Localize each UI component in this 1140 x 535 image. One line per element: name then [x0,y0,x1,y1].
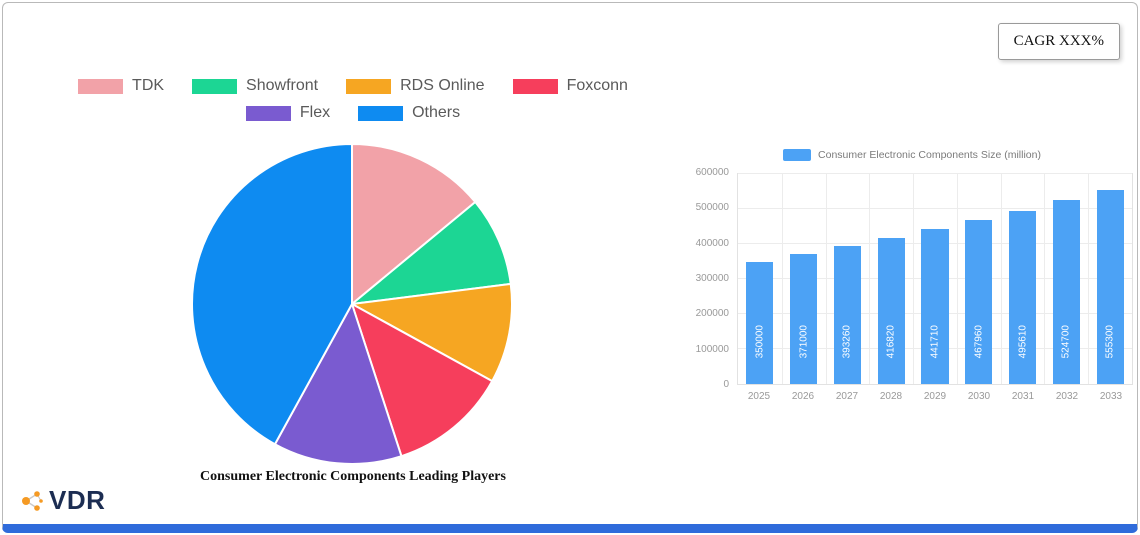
logo-icon [22,490,43,511]
pie-legend: TDK Showfront RDS Online Foxconn Flex Others [63,77,643,122]
bar-legend-item[interactable]: Consumer Electronic Components Size (mil… [691,146,1133,164]
bar-2030[interactable]: 467960 [965,220,993,384]
bar-2031[interactable]: 495610 [1009,210,1037,384]
legend-label: TDK [132,77,165,94]
bar-value-label: 467960 [973,324,985,358]
y-tick-label: 500000 [695,202,729,214]
bar-value-label: 416820 [885,324,897,358]
bar-slot-2030: 467960 [957,174,1001,384]
bar-2032[interactable]: 524700 [1052,200,1080,384]
logo-text: VDR [49,485,106,515]
bar-slot-2033: 555300 [1088,174,1132,384]
bar-legend-label: Consumer Electronic Components Size (mil… [818,149,1041,161]
legend-label: Showfront [246,77,319,94]
pie-chart-wrap [188,140,516,468]
x-tick-label: 2030 [967,391,991,402]
legend-item-flex[interactable]: Flex [245,104,331,122]
legend-label: RDS Online [400,77,485,94]
pie-slice-rds-online[interactable] [351,282,514,383]
bar-value-label: 441710 [929,324,941,358]
x-tick-label: 2029 [923,391,947,402]
bar-slot-2032: 524700 [1044,174,1088,384]
legend-swatch [245,105,291,121]
legend-swatch [78,78,124,94]
gridline-horizontal [738,173,1132,174]
legend-item-rds-online[interactable]: RDS Online [346,77,485,95]
legend-swatch [512,78,558,94]
bar-slot-2026: 371000 [782,174,826,384]
pie-slice-others[interactable] [191,143,353,446]
bar-2025[interactable]: 350000 [746,261,774,384]
y-tick-label: 600000 [695,167,729,178]
bar-slot-2029: 441710 [913,174,957,384]
x-tick-label: 2033 [1099,391,1123,402]
bar-value-label: 495610 [1017,324,1029,358]
bar-y-axis: 0 100000 200000 300000 400000 500000 600000 [691,167,737,390]
legend-label: Flex [299,104,331,121]
bar-value-label: 350000 [754,324,766,358]
y-tick-label: 200000 [695,308,729,320]
x-tick-label: 2026 [791,391,815,402]
bar-slot-2027: 393260 [826,174,870,384]
pie-legend-row: Flex Others [63,104,643,122]
pie-chart-title: Consumer Electronic Components Leading P… [200,469,506,484]
legend-label: Others [412,104,461,121]
legend-swatch [192,78,238,94]
legend-item-others[interactable]: Others [358,104,460,122]
gridline-vertical [1044,174,1046,384]
cagr-box: CAGR XXX% [997,23,1120,60]
x-tick-label: 2031 [1011,391,1035,402]
y-tick-label: 400000 [695,237,729,249]
x-tick-label: 2027 [835,391,859,402]
legend-item-foxconn[interactable]: Foxconn [512,77,628,95]
x-tick-label: 2032 [1055,391,1079,402]
pie-chart [191,143,514,465]
pie-legend-row: TDK Showfront RDS Online Foxconn [63,77,643,95]
bar-chart-area: Consumer Electronic Components Size (mil… [691,146,1133,402]
bar-slot-2028: 416820 [869,174,913,384]
bar-slot-2025: 350000 [738,174,782,384]
bar-value-label: 555300 [1104,324,1116,358]
legend-swatch [358,105,404,121]
bar-2028[interactable]: 416820 [877,238,905,384]
bar-value-label: 371000 [798,324,810,358]
legend-label: Foxconn [566,77,628,94]
bar-value-label: 393260 [841,324,853,358]
bar-plot: 350000 371000 393260 416820 441710 467960 4956… [737,173,1133,385]
legend-swatch [346,78,392,94]
gridline-vertical [956,174,958,384]
x-tick-label: 2028 [879,391,903,402]
bar-value-label: 524700 [1060,324,1072,358]
gridline-vertical [913,174,915,384]
bar-2029[interactable]: 441710 [921,229,949,384]
bar-legend-swatch [783,149,812,161]
x-tick-label: 2025 [747,391,771,402]
pie-slice-flex[interactable] [273,303,403,465]
pie-slice-foxconn[interactable] [351,303,494,458]
gridline-vertical [1000,174,1002,384]
bar-slot-2031: 495610 [1001,174,1045,384]
bar-2033[interactable]: 555300 [1096,189,1124,384]
legend-item-showfront[interactable]: Showfront [192,77,318,95]
gridline-vertical [781,174,783,384]
bar-x-axis: 2025 2026 2027 2028 2029 2030 2031 2032 2033 [737,391,1133,402]
legend-item-tdk[interactable]: TDK [78,77,164,95]
bar-2027[interactable]: 393260 [833,246,862,384]
y-tick-label: 0 [723,379,729,390]
gridline-vertical [1088,174,1090,384]
gridline-vertical [825,174,827,384]
bar-2026[interactable]: 371000 [790,254,818,384]
y-tick-label: 300000 [695,273,729,284]
pie-slice-tdk[interactable] [351,143,477,305]
logo: VDR [19,485,105,516]
y-tick-label: 100000 [695,343,729,355]
pie-slice-showfront[interactable] [351,201,512,305]
bar-slots: 350000 371000 393260 416820 441710 467960 4956… [738,174,1132,384]
gridline-vertical [869,174,871,384]
gridline-horizontal [738,208,1132,209]
